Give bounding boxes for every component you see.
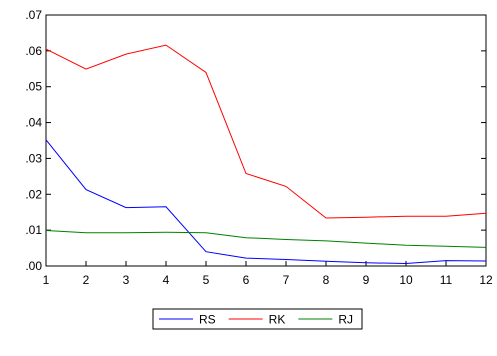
x-tick-label: 6 <box>243 273 250 287</box>
x-tick-label: 5 <box>203 273 210 287</box>
y-tick-label: .06 <box>25 44 42 58</box>
y-tick-label: .07 <box>25 8 42 22</box>
plot-area <box>45 14 487 267</box>
x-tick-label: 2 <box>83 273 90 287</box>
x-tick-label: 8 <box>323 273 330 287</box>
y-tick-label: .03 <box>25 151 42 165</box>
legend-label-rj: RJ <box>338 313 353 327</box>
y-tick-label: .05 <box>25 80 42 94</box>
series-line-rj <box>45 230 487 248</box>
legend: RS RK RJ <box>152 308 363 330</box>
x-tick-label: 4 <box>163 273 170 287</box>
x-tick-label: 1 <box>43 273 50 287</box>
y-tick-label: .04 <box>25 116 42 130</box>
x-tick-label: 11 <box>440 273 453 287</box>
x-tick-label: 12 <box>479 273 493 287</box>
x-tick-label: 3 <box>123 273 130 287</box>
x-tick-label: 9 <box>363 273 370 287</box>
series-lines <box>45 44 487 265</box>
x-axis: 1 2 3 4 5 6 7 8 9 10 11 12 <box>43 261 493 287</box>
series-line-rk <box>45 44 487 219</box>
y-tick-label: .02 <box>25 187 42 201</box>
x-tick-label: 7 <box>283 273 290 287</box>
y-tick-label: .00 <box>25 259 42 273</box>
legend-label-rk: RK <box>269 313 286 327</box>
y-tick-label: .01 <box>25 223 42 237</box>
legend-label-rs: RS <box>199 313 216 327</box>
x-tick-label: 10 <box>399 273 413 287</box>
series-line-rs <box>45 139 487 265</box>
